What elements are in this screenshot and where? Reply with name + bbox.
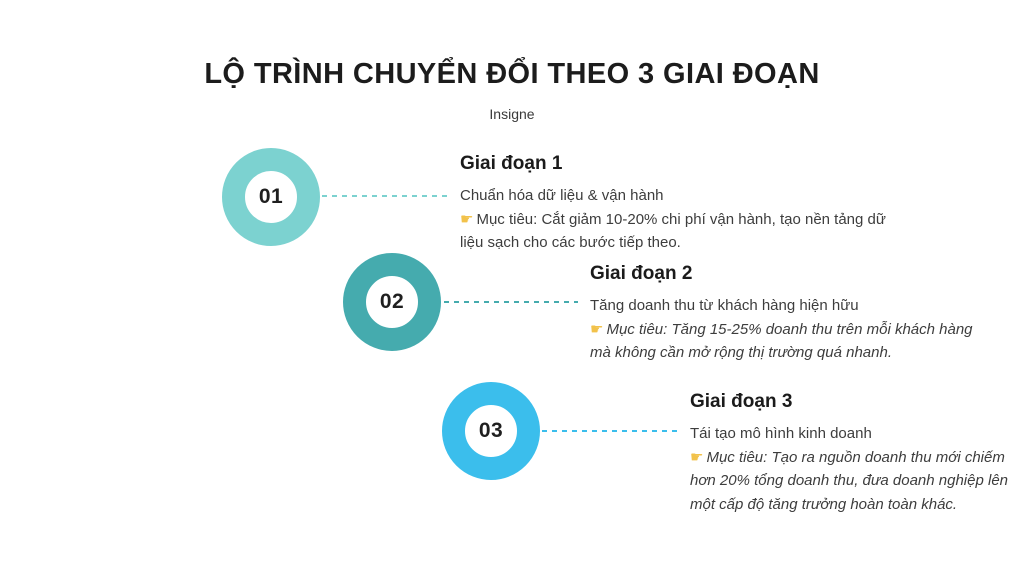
step-description: Tái tạo mô hình kinh doanh <box>690 425 872 442</box>
pointing-hand-icon: ☛ <box>590 319 604 338</box>
step-heading: Giai đoạn 1 <box>460 153 563 174</box>
step-goal: ☛ Mục tiêu: Tạo ra nguồn doanh thu mới ch… <box>690 446 1010 517</box>
step-description: Tăng doanh thu từ khách hàng hiện hữu <box>590 297 859 314</box>
step-goal-text: Mục tiêu: Cắt giảm 10-20% chi phí vận hà… <box>460 210 886 252</box>
step-goal-text: Mục tiêu: Tăng 15-25% doanh thu trên mỗi… <box>590 320 973 362</box>
step-heading: Giai đoạn 2 <box>590 263 693 284</box>
step-3-ring: 03 <box>442 382 540 480</box>
step-3-text-block: Giai đoạn 3 Tái tạo mô hình kinh doanh ☛… <box>690 390 1010 516</box>
step-goal-text: Mục tiêu: Tạo ra nguồn doanh thu mới chi… <box>690 448 1009 513</box>
step-number: 02 <box>379 290 405 313</box>
step-3-dashed-connector <box>542 430 678 432</box>
step-2-text-block: Giai đoạn 2 Tăng doanh thu từ khách hàng… <box>590 262 988 365</box>
step-2-dashed-connector <box>444 301 578 303</box>
step-1-ring: 01 <box>222 148 320 246</box>
step-2-ring: 02 <box>343 253 441 351</box>
pointing-hand-icon: ☛ <box>460 209 474 228</box>
step-description: Chuẩn hóa dữ liệu & vận hành <box>460 187 664 204</box>
step-1-text-block: Giai đoạn 1 Chuẩn hóa dữ liệu & vận hành… <box>460 152 912 255</box>
step-1-dashed-connector <box>322 195 452 197</box>
step-number: 03 <box>478 419 504 442</box>
pointing-hand-icon: ☛ <box>690 447 704 466</box>
step-goal: ☛ Mục tiêu: Cắt giảm 10-20% chi phí vận h… <box>460 208 912 255</box>
page-subtitle: Insigne <box>489 106 535 122</box>
page-title: LỘ TRÌNH CHUYỂN ĐỔI THEO 3 GIAI ĐOẠN <box>204 58 820 90</box>
step-goal: ☛ Mục tiêu: Tăng 15-25% doanh thu trên mỗ… <box>590 318 988 365</box>
step-heading: Giai đoạn 3 <box>690 391 793 412</box>
step-number: 01 <box>258 185 284 208</box>
